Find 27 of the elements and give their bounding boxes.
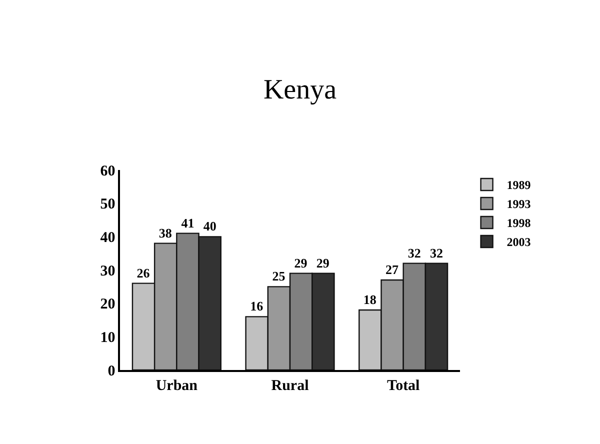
data-label: 32 [408, 245, 421, 260]
data-label: 32 [430, 245, 443, 260]
data-label: 41 [181, 215, 194, 230]
y-tick-label: 0 [108, 363, 116, 380]
data-label: 26 [136, 265, 150, 280]
data-label: 16 [250, 298, 264, 314]
y-tick-label: 40 [100, 230, 116, 246]
y-tick-label: 30 [100, 263, 116, 280]
legend-label: 1998 [506, 216, 531, 230]
x-tick-label: Urban [156, 378, 198, 394]
legend-label: 1989 [506, 178, 531, 192]
legend-label: 1993 [506, 197, 531, 212]
data-label: 38 [158, 225, 172, 240]
y-tick-label: 60 [100, 163, 116, 180]
data-label: 29 [294, 255, 308, 270]
legend-label: 2003 [506, 235, 531, 250]
data-label: 18 [363, 292, 377, 307]
data-label: 29 [316, 255, 330, 270]
chart-title: Kenya [263, 74, 338, 106]
data-label: 40 [203, 218, 216, 234]
data-label: 25 [272, 268, 286, 284]
x-tick-label: Total [386, 378, 420, 394]
y-tick-label: 10 [100, 330, 116, 346]
x-tick-label: Rural [271, 378, 309, 394]
data-label: 27 [386, 262, 400, 277]
y-tick-label: 50 [100, 196, 116, 213]
y-tick-label: 20 [100, 296, 116, 313]
